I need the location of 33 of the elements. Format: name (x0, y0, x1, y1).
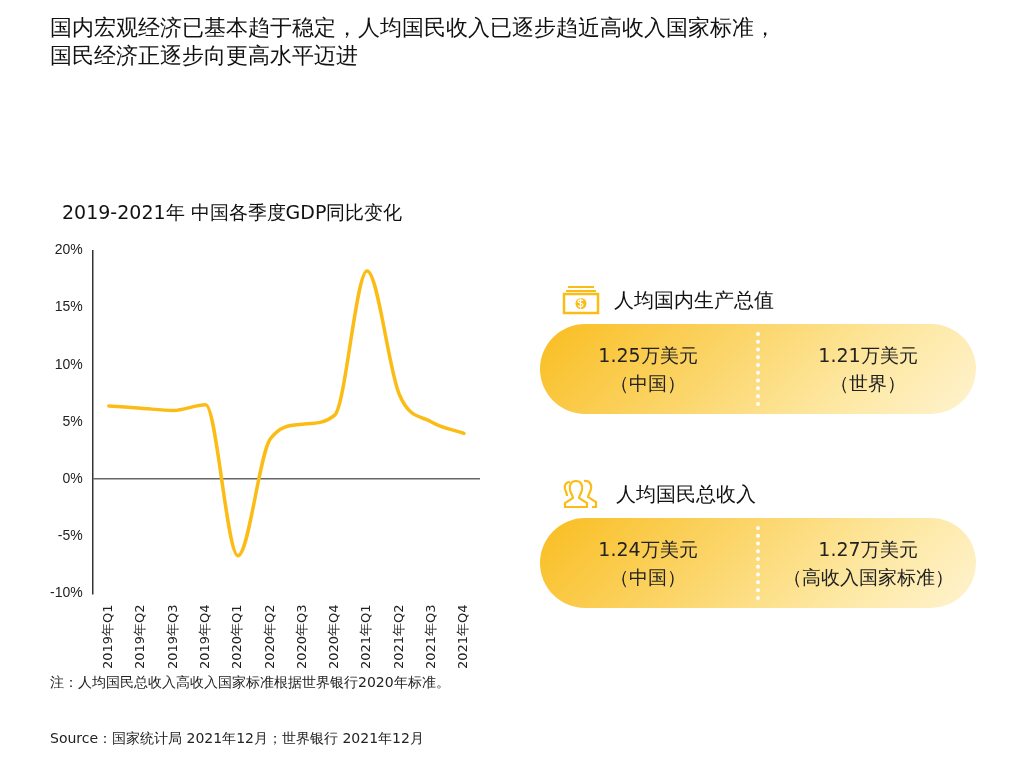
x-tick-label: 2019年Q1 (100, 604, 116, 670)
y-tick-label: -10% (50, 584, 83, 601)
text: 1.27万美元 (817, 537, 919, 562)
text: 注：人均国民总收入高收入国家标准根据世界银行2020年标准。 (50, 674, 450, 692)
y-tick-label: 15% (54, 298, 83, 315)
text: （中国） (609, 371, 687, 396)
text: （中国） (609, 565, 687, 590)
x-tick-label: 2020年Q2 (261, 604, 277, 670)
text: 人均国民总收入 (616, 480, 756, 508)
y-tick-label: 0% (62, 469, 83, 486)
text: 1.21万美元 (817, 343, 919, 368)
y-tick-label: 10% (54, 355, 83, 372)
x-tick-label: 2020年Q1 (229, 604, 245, 670)
x-tick-label: 2021年Q4 (455, 604, 471, 670)
text: （世界） (829, 371, 907, 396)
y-tick-label: 5% (62, 412, 83, 429)
x-tick-label: 2021年Q2 (390, 604, 406, 670)
text: 1.24万美元 (597, 537, 699, 562)
x-tick-label: 2019年Q4 (197, 604, 213, 670)
x-tick-label: 2021年Q3 (422, 604, 438, 670)
chart-title: 国内宏观经济已基本趋于稳定，人均国民收入已逐步趋近高收入国家标准，国民经济正逐步向更高水平迈进 (50, 14, 777, 70)
x-tick-label: 2021年Q1 (358, 604, 374, 670)
text: 人均国内生产总值 (614, 286, 774, 314)
x-tick-label: 2020年Q3 (293, 604, 309, 670)
text: （高收入国家标准） (781, 565, 955, 590)
source-note: Source：国家统计局 2021年12月；世界银行 2021年12月 (50, 730, 425, 748)
x-tick-label: 2019年Q2 (132, 604, 148, 670)
chart-subtitle: 2019-2021年 中国各季度GDP同比变化 (62, 200, 403, 225)
text: 1.25万美元 (597, 343, 699, 368)
y-tick-label: -5% (57, 527, 83, 544)
x-tick-label: 2019年Q3 (164, 604, 180, 670)
x-tick-label: 2020年Q4 (326, 604, 342, 670)
y-tick-label: 20% (54, 241, 83, 258)
